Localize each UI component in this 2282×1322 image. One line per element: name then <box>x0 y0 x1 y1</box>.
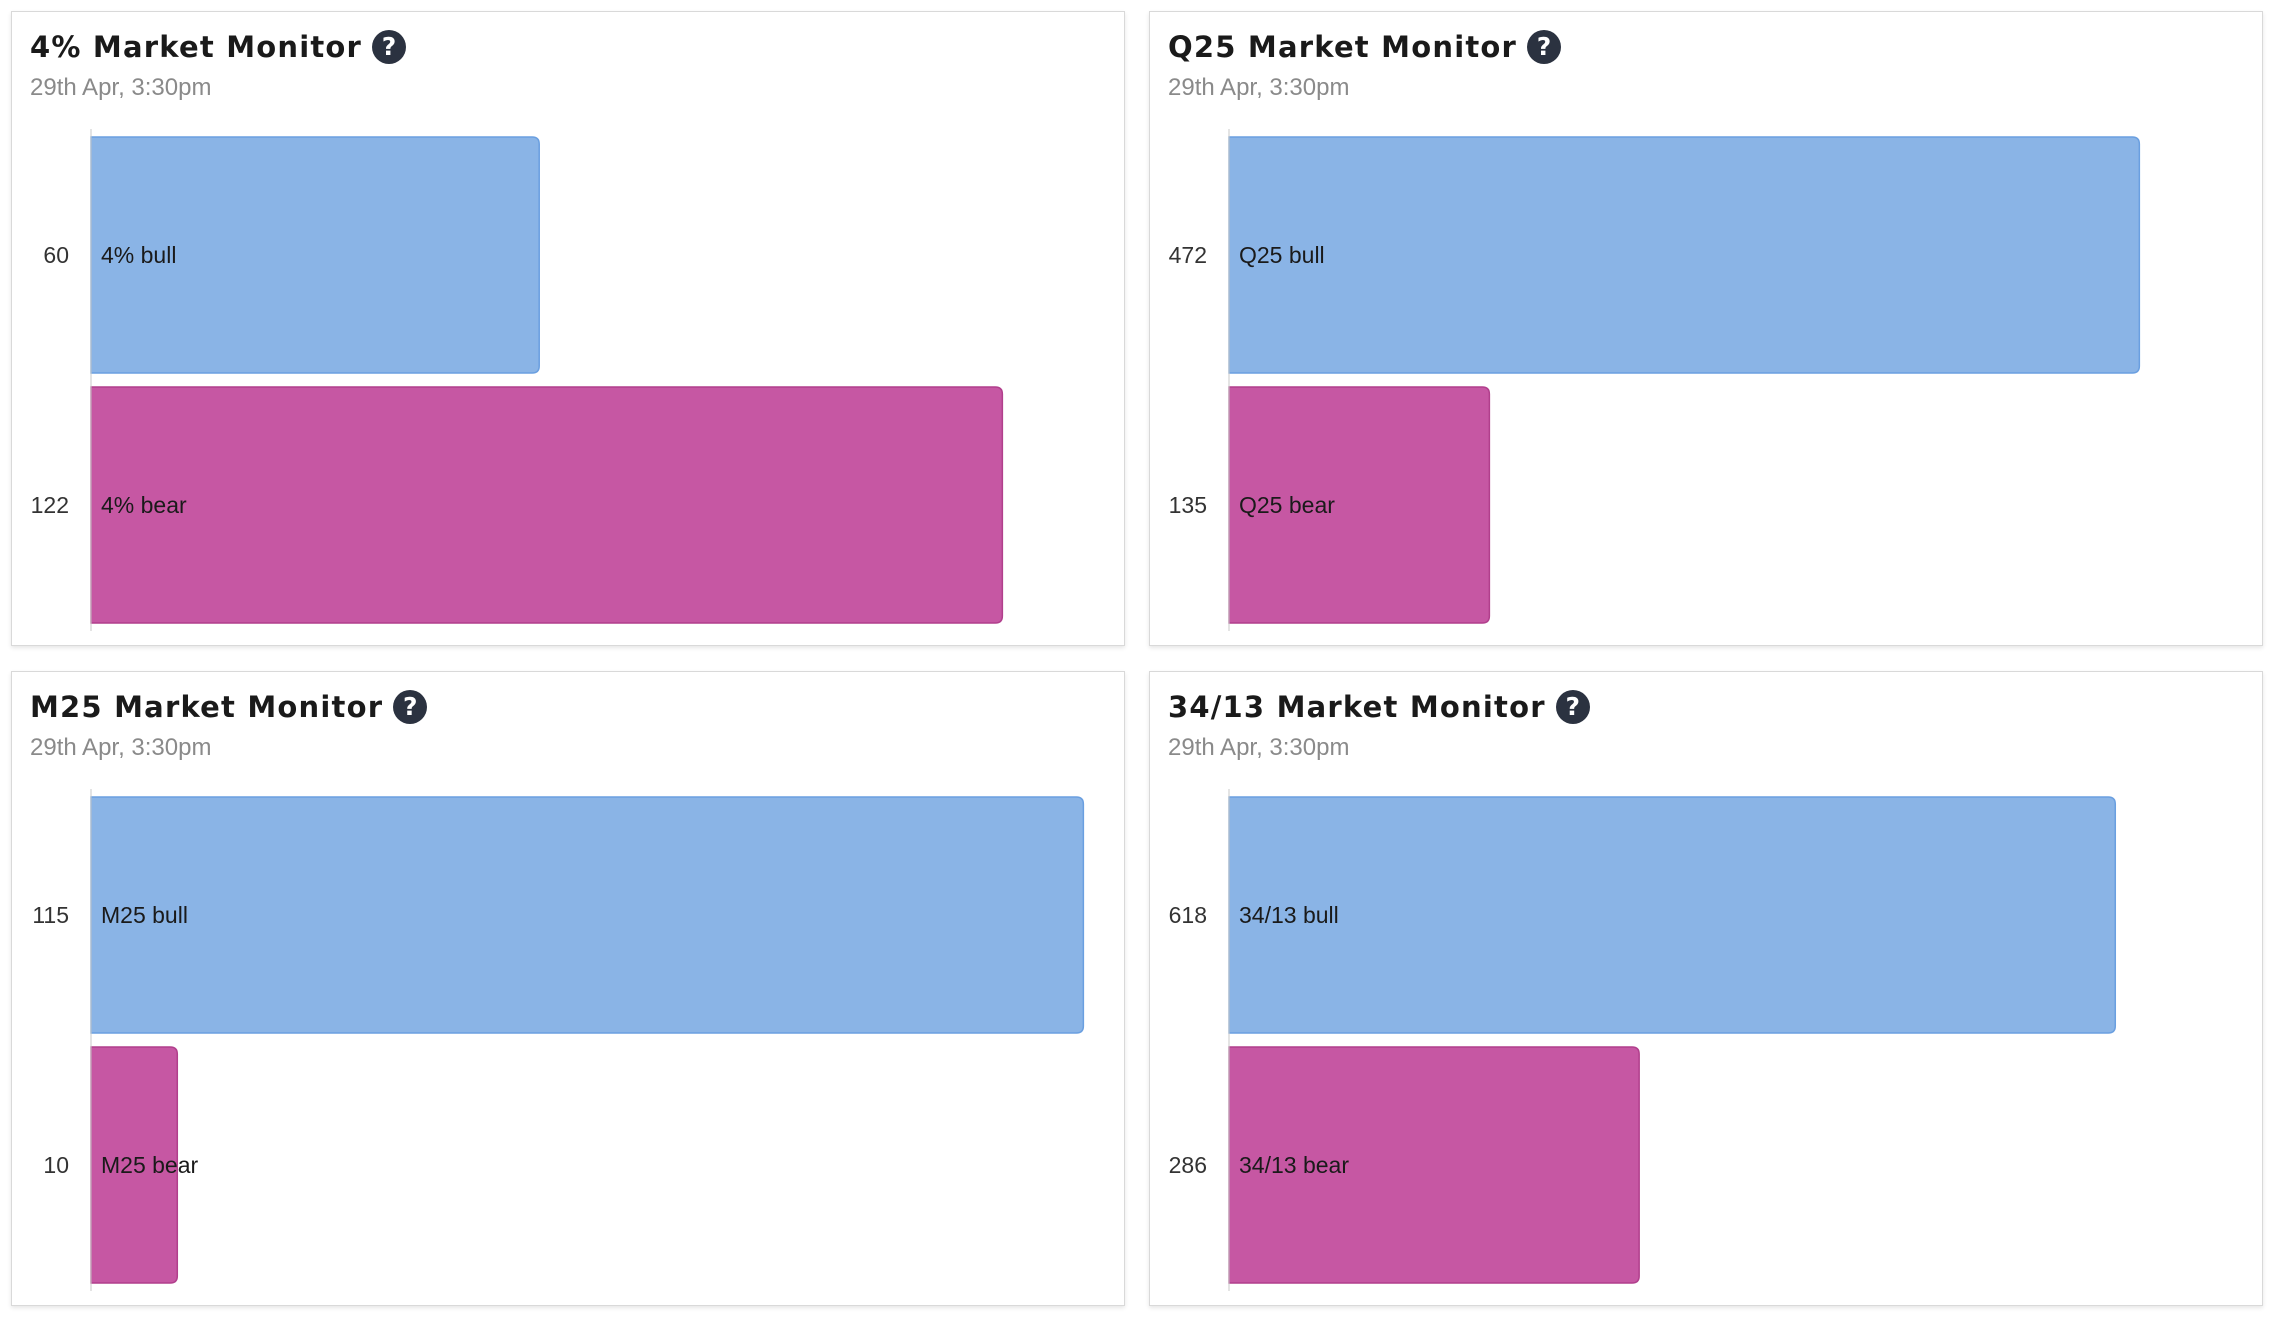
panel-title: Q25 Market Monitor <box>1168 30 1518 64</box>
bear-bar-label: 34/13 bear <box>1239 1152 1349 1178</box>
question-circle-icon[interactable]: ? <box>393 690 428 724</box>
value-tick-label: 618 <box>1169 902 1207 928</box>
bull-bar[interactable] <box>90 136 540 374</box>
market-monitor-panel-4pct: 4% Market Monitor ? 29th Apr, 3:30pm 4% … <box>11 11 1125 646</box>
bear-bar-label: 4% bear <box>101 492 187 518</box>
market-monitor-panel-q25: Q25 Market Monitor ? 29th Apr, 3:30pm Q2… <box>1149 11 2263 646</box>
value-tick-label: 115 <box>32 902 69 928</box>
bull-bar-label: M25 bull <box>101 902 188 928</box>
panel-timestamp: 29th Apr, 3:30pm <box>1168 734 1350 761</box>
bar-chart: M25 bull 115 M25 bear 10 <box>32 789 1085 1291</box>
bull-bar[interactable] <box>1228 136 2141 374</box>
value-tick-label: 472 <box>1169 242 1207 268</box>
panel-title: M25 Market Monitor <box>30 690 384 724</box>
panel-header: Q25 Market Monitor ? <box>1168 30 1562 64</box>
question-circle-icon[interactable]: ? <box>1555 690 1590 724</box>
bull-bar[interactable] <box>90 796 1085 1034</box>
bar-chart: 4% bull 60 4% bear 122 <box>31 129 1004 631</box>
bull-bar-label: Q25 bull <box>1239 242 1325 268</box>
panel-title: 34/13 Market Monitor <box>1168 690 1546 724</box>
bar-chart: Q25 bull 472 Q25 bear 135 <box>1169 129 2141 631</box>
bar-chart: 34/13 bull 618 34/13 bear 286 <box>1169 789 2117 1291</box>
value-tick-label: 60 <box>43 242 69 268</box>
bear-bar[interactable] <box>90 386 1004 624</box>
bear-bar[interactable] <box>1228 386 1491 624</box>
value-tick-label: 135 <box>1169 492 1207 518</box>
panel-header: 4% Market Monitor ? <box>30 30 407 64</box>
bull-bar-label: 34/13 bull <box>1239 902 1339 928</box>
question-circle-icon[interactable]: ? <box>372 30 407 64</box>
value-tick-label: 10 <box>43 1152 69 1178</box>
panel-timestamp: 29th Apr, 3:30pm <box>30 74 212 101</box>
bear-bar[interactable] <box>1228 1046 1640 1284</box>
panel-header: 34/13 Market Monitor ? <box>1168 690 1590 724</box>
panel-header: M25 Market Monitor ? <box>30 690 428 724</box>
panel-timestamp: 29th Apr, 3:30pm <box>30 734 212 761</box>
market-monitor-panel-m25: M25 Market Monitor ? 29th Apr, 3:30pm M2… <box>11 671 1125 1306</box>
question-circle-icon[interactable]: ? <box>1527 30 1562 64</box>
value-tick-label: 286 <box>1169 1152 1207 1178</box>
panel-timestamp: 29th Apr, 3:30pm <box>1168 74 1350 101</box>
bear-bar-label: M25 bear <box>101 1152 199 1178</box>
value-tick-label: 122 <box>31 492 69 518</box>
bear-bar[interactable] <box>90 1046 179 1284</box>
bull-bar[interactable] <box>1228 796 2117 1034</box>
market-monitor-panel-34-13: 34/13 Market Monitor ? 29th Apr, 3:30pm … <box>1149 671 2263 1306</box>
bear-bar-label: Q25 bear <box>1239 492 1335 518</box>
panel-title: 4% Market Monitor <box>30 30 363 64</box>
bull-bar-label: 4% bull <box>101 242 176 268</box>
